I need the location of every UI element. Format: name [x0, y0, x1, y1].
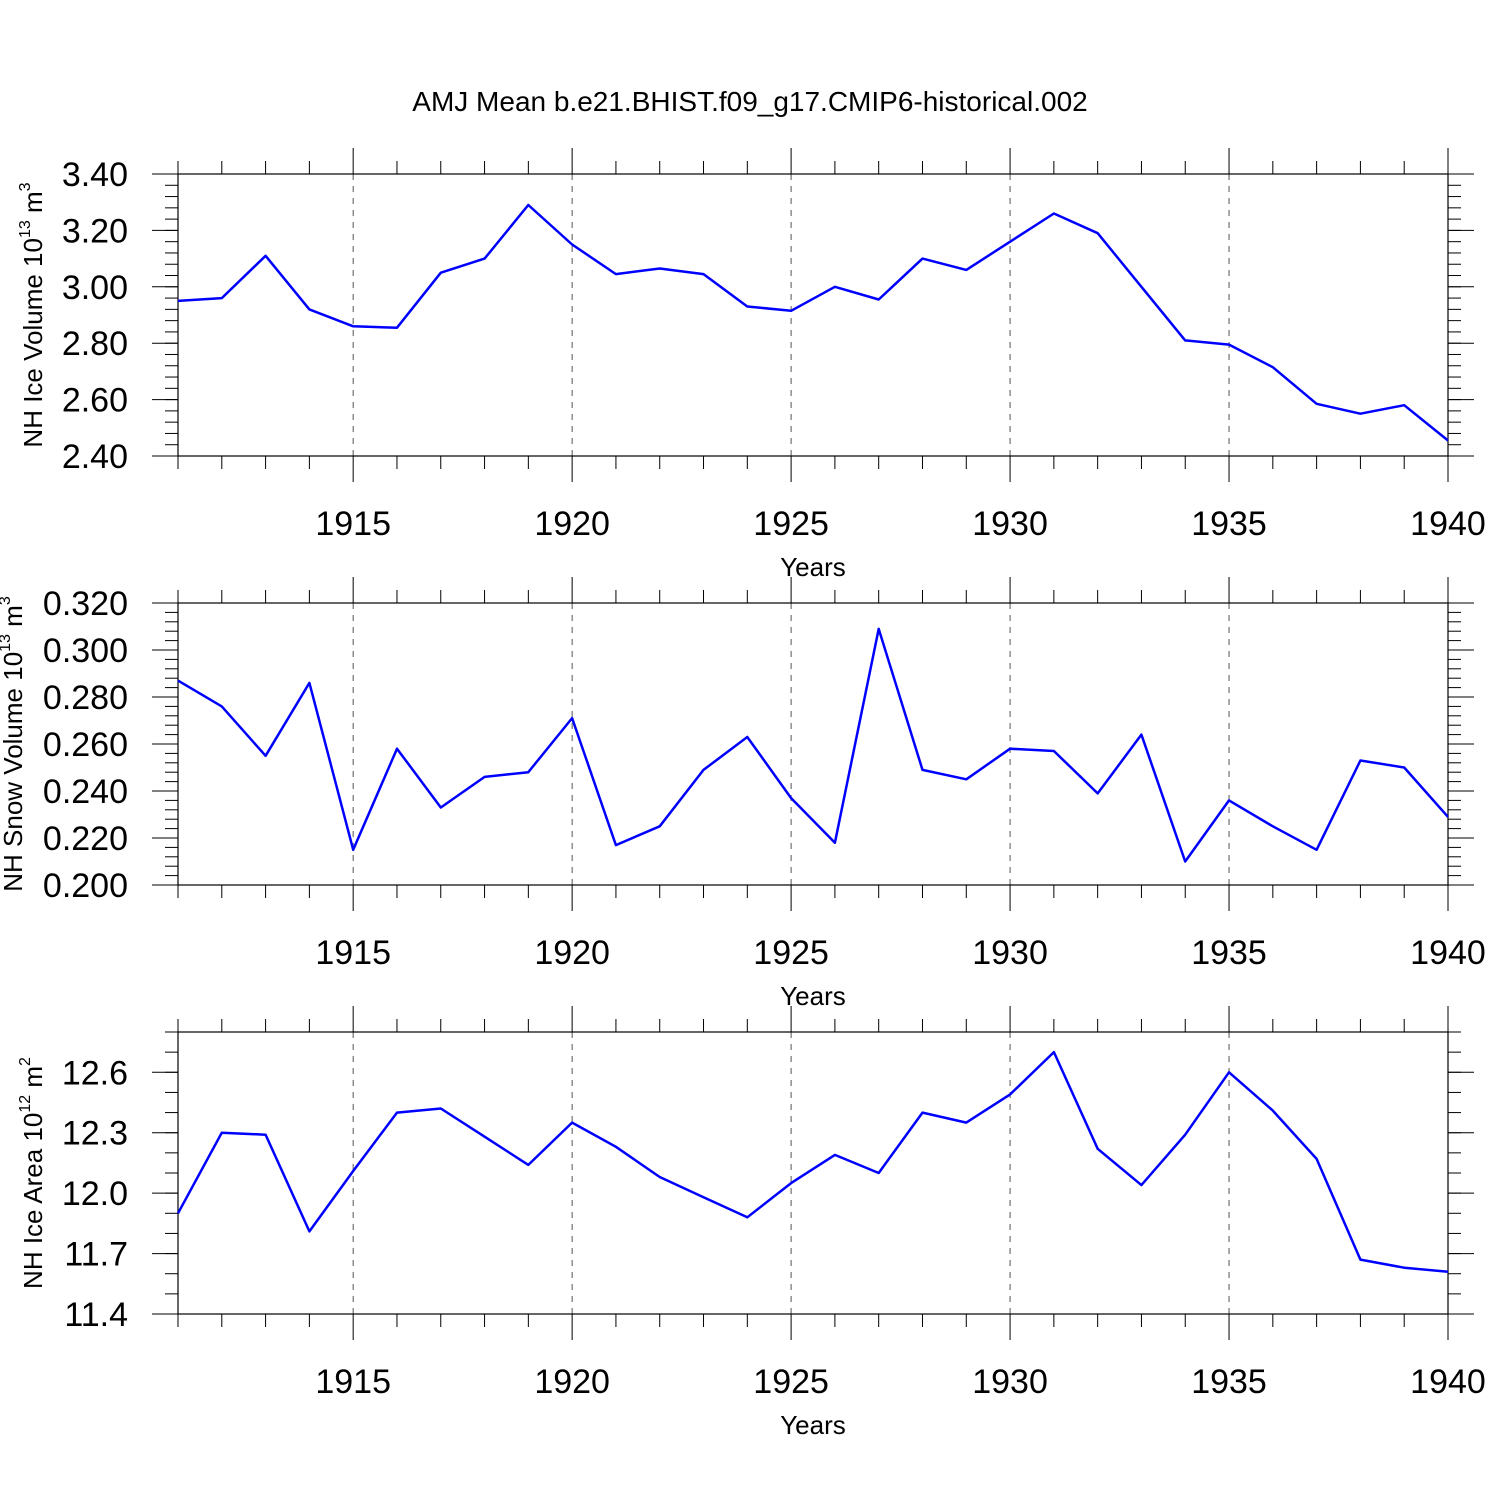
series-line-nh-ice-area	[176, 1050, 1449, 1273]
x-tick-label: 1940	[1410, 505, 1486, 543]
y-tick-label: 2.80	[62, 325, 128, 363]
x-tick-label: 1930	[972, 934, 1048, 972]
y-axis-label-superscript: 12	[17, 1095, 34, 1113]
y-tick-label: 0.240	[43, 773, 128, 811]
x-tick-label: 1925	[753, 505, 829, 543]
figure-title: AMJ Mean b.e21.BHIST.f09_g17.CMIP6-histo…	[412, 86, 1087, 117]
y-axis-label-part: NH Ice Volume 10	[18, 238, 48, 448]
chart-panel-2: 0.200 0.220 0.240 0.260 0.280 0.300 0.320 1915 1…	[0, 577, 1486, 1011]
series-line-nh-snow-volume	[177, 627, 1449, 863]
y-axis-label-superscript: 3	[0, 596, 14, 605]
y-tick-label: 3.20	[62, 212, 128, 250]
y-tick-label: 12.6	[62, 1054, 128, 1092]
y-axis-label-part: m	[18, 1066, 48, 1095]
x-tick-label: 1920	[534, 934, 610, 972]
y-tick-label: 0.260	[43, 726, 128, 764]
x-axis-label: Years	[780, 552, 846, 582]
y-tick-label: 11.4	[64, 1296, 128, 1334]
y-axis-label-part: NH Snow Volume 10	[0, 652, 28, 892]
y-tick-label: 0.300	[43, 632, 128, 670]
plot-frame	[177, 1031, 1449, 1315]
x-tick-label: 1920	[534, 505, 610, 543]
x-tick-label: 1935	[1191, 934, 1267, 972]
y-axis-label-part: m	[0, 605, 28, 634]
x-tick-label: 1925	[753, 1363, 829, 1401]
chart-panel-3: 11.4 11.7 12.0 12.3 12.6 1915 1920 1925 1930 1935…	[17, 1006, 1486, 1440]
x-tick-label: 1920	[534, 1363, 610, 1401]
y-tick-label: 11.7	[64, 1236, 128, 1274]
x-tick-label: 1930	[972, 505, 1048, 543]
y-axis-label-superscript: 13	[0, 634, 14, 652]
y-tick-label: 0.220	[43, 820, 128, 858]
y-axis-label-superscript: 3	[17, 182, 34, 191]
y-axis-label-superscript: 2	[17, 1057, 34, 1066]
y-tick-label: 3.40	[62, 156, 128, 194]
x-axis-label: Years	[780, 1410, 846, 1440]
y-tick-label: 12.3	[62, 1115, 128, 1153]
x-tick-label: 1935	[1191, 505, 1267, 543]
x-tick-label: 1940	[1410, 1363, 1486, 1401]
y-tick-label: 0.320	[43, 585, 128, 623]
x-tick-label: 1935	[1191, 1363, 1267, 1401]
x-tick-label: 1930	[972, 1363, 1048, 1401]
y-axis-label: NH Snow Volume 1013 m3	[0, 596, 28, 892]
y-axis-label-superscript: 13	[17, 220, 34, 238]
x-axis-label: Years	[780, 981, 846, 1011]
x-tick-label: 1925	[753, 934, 829, 972]
series-line-nh-ice-volume	[177, 203, 1449, 442]
y-tick-label: 2.40	[62, 438, 128, 476]
plot-frame	[177, 602, 1449, 886]
y-tick-label: 2.60	[62, 382, 128, 420]
panels: 2.40 2.60 2.80 3.00 3.20 3.40 1915 1920 1925 1930…	[0, 148, 1486, 1440]
y-axis-label: NH Ice Area 1012 m2	[17, 1057, 48, 1289]
y-tick-label: 0.200	[43, 867, 128, 905]
plot-frame	[177, 173, 1449, 457]
y-tick-label: 12.0	[62, 1175, 128, 1213]
chart-panel-1: 2.40 2.60 2.80 3.00 3.20 3.40 1915 1920 1925 1930…	[17, 148, 1486, 582]
y-tick-label: 0.280	[43, 679, 128, 717]
y-axis-label-part: m	[18, 191, 48, 220]
x-tick-label: 1940	[1410, 934, 1486, 972]
y-axis-label: NH Ice Volume 1013 m3	[17, 182, 48, 447]
y-tick-label: 3.00	[62, 269, 128, 307]
y-axis-label-part: NH Ice Area 10	[18, 1113, 48, 1289]
x-tick-label: 1915	[315, 1363, 391, 1401]
x-tick-label: 1915	[315, 934, 391, 972]
x-tick-label: 1915	[315, 505, 391, 543]
